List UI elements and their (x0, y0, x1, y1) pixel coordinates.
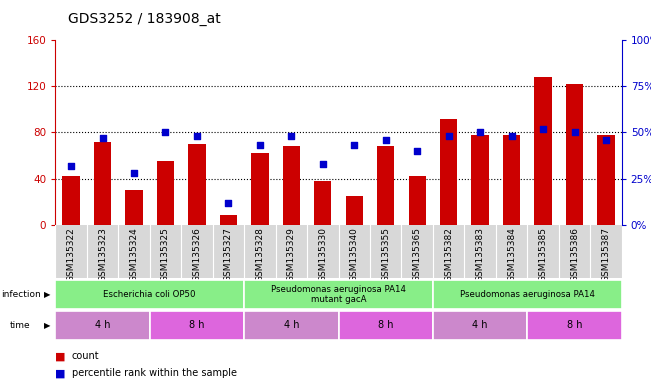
Bar (527, 311, 622, 340)
Text: ■: ■ (55, 368, 66, 378)
Text: 8 h: 8 h (189, 320, 204, 331)
Point (160, 129, 171, 136)
Bar (433, 280, 622, 309)
Text: 4 h: 4 h (95, 320, 110, 331)
Text: GSM135323: GSM135323 (98, 227, 107, 282)
Bar (314, 181, 331, 225)
Bar (220, 215, 237, 225)
Text: GSM135328: GSM135328 (255, 227, 264, 282)
Bar (566, 84, 583, 225)
Text: 8 h: 8 h (567, 320, 582, 331)
Bar (157, 161, 174, 225)
Point (601, 137, 611, 143)
Text: ▶: ▶ (44, 290, 51, 299)
Bar (55, 311, 150, 340)
Point (538, 126, 548, 132)
Text: GSM135382: GSM135382 (444, 227, 453, 282)
Point (569, 129, 579, 136)
Text: GDS3252 / 183908_at: GDS3252 / 183908_at (68, 12, 221, 25)
Bar (188, 144, 206, 225)
Bar (126, 190, 143, 225)
Text: ▶: ▶ (44, 321, 51, 330)
Point (66, 162, 76, 169)
Text: 4 h: 4 h (473, 320, 488, 331)
Bar (55, 280, 244, 309)
Bar (433, 311, 527, 340)
Point (223, 199, 234, 205)
Text: 4 h: 4 h (284, 320, 299, 331)
Text: GSM135365: GSM135365 (413, 227, 422, 282)
Bar (346, 196, 363, 225)
Bar (94, 142, 111, 225)
Bar (534, 77, 551, 225)
Text: GSM135386: GSM135386 (570, 227, 579, 282)
Text: GSM135330: GSM135330 (318, 227, 327, 282)
Bar (503, 135, 520, 225)
Bar (339, 311, 433, 340)
Bar (150, 311, 244, 340)
Bar (283, 146, 300, 225)
Text: GSM135325: GSM135325 (161, 227, 170, 282)
Text: GSM135324: GSM135324 (130, 227, 139, 282)
Text: time: time (10, 321, 31, 330)
Text: Pseudomonas aeruginosa PA14: Pseudomonas aeruginosa PA14 (460, 290, 595, 299)
Point (380, 137, 391, 143)
Text: GSM135385: GSM135385 (538, 227, 547, 282)
Bar (598, 135, 615, 225)
Text: GSM135384: GSM135384 (507, 227, 516, 282)
Point (318, 161, 328, 167)
Text: GSM135340: GSM135340 (350, 227, 359, 282)
Point (349, 142, 359, 149)
Text: GSM135322: GSM135322 (66, 227, 76, 282)
Point (506, 133, 517, 139)
Text: count: count (72, 351, 99, 361)
Point (412, 148, 422, 154)
Point (191, 133, 202, 139)
Text: GSM135383: GSM135383 (476, 227, 484, 282)
Bar (251, 153, 268, 225)
Text: Escherichia coli OP50: Escherichia coli OP50 (104, 290, 196, 299)
Bar (244, 280, 433, 309)
Text: Pseudomonas aeruginosa PA14
mutant gacA: Pseudomonas aeruginosa PA14 mutant gacA (271, 285, 406, 305)
Text: GSM135355: GSM135355 (381, 227, 390, 282)
Text: GSM135387: GSM135387 (602, 227, 611, 282)
Text: ■: ■ (55, 351, 66, 361)
Bar (471, 135, 489, 225)
Point (97, 135, 107, 141)
Bar (377, 146, 395, 225)
Bar (440, 119, 457, 225)
Text: GSM135329: GSM135329 (287, 227, 296, 282)
Bar (409, 176, 426, 225)
Bar (244, 311, 339, 340)
Point (255, 142, 265, 149)
Point (286, 133, 296, 139)
Text: infection: infection (1, 290, 40, 299)
Text: GSM135327: GSM135327 (224, 227, 233, 282)
Text: GSM135326: GSM135326 (193, 227, 201, 282)
Text: percentile rank within the sample: percentile rank within the sample (72, 368, 236, 378)
Bar (62, 176, 79, 225)
Point (475, 129, 485, 136)
Point (443, 133, 454, 139)
Point (129, 170, 139, 176)
Text: 8 h: 8 h (378, 320, 393, 331)
